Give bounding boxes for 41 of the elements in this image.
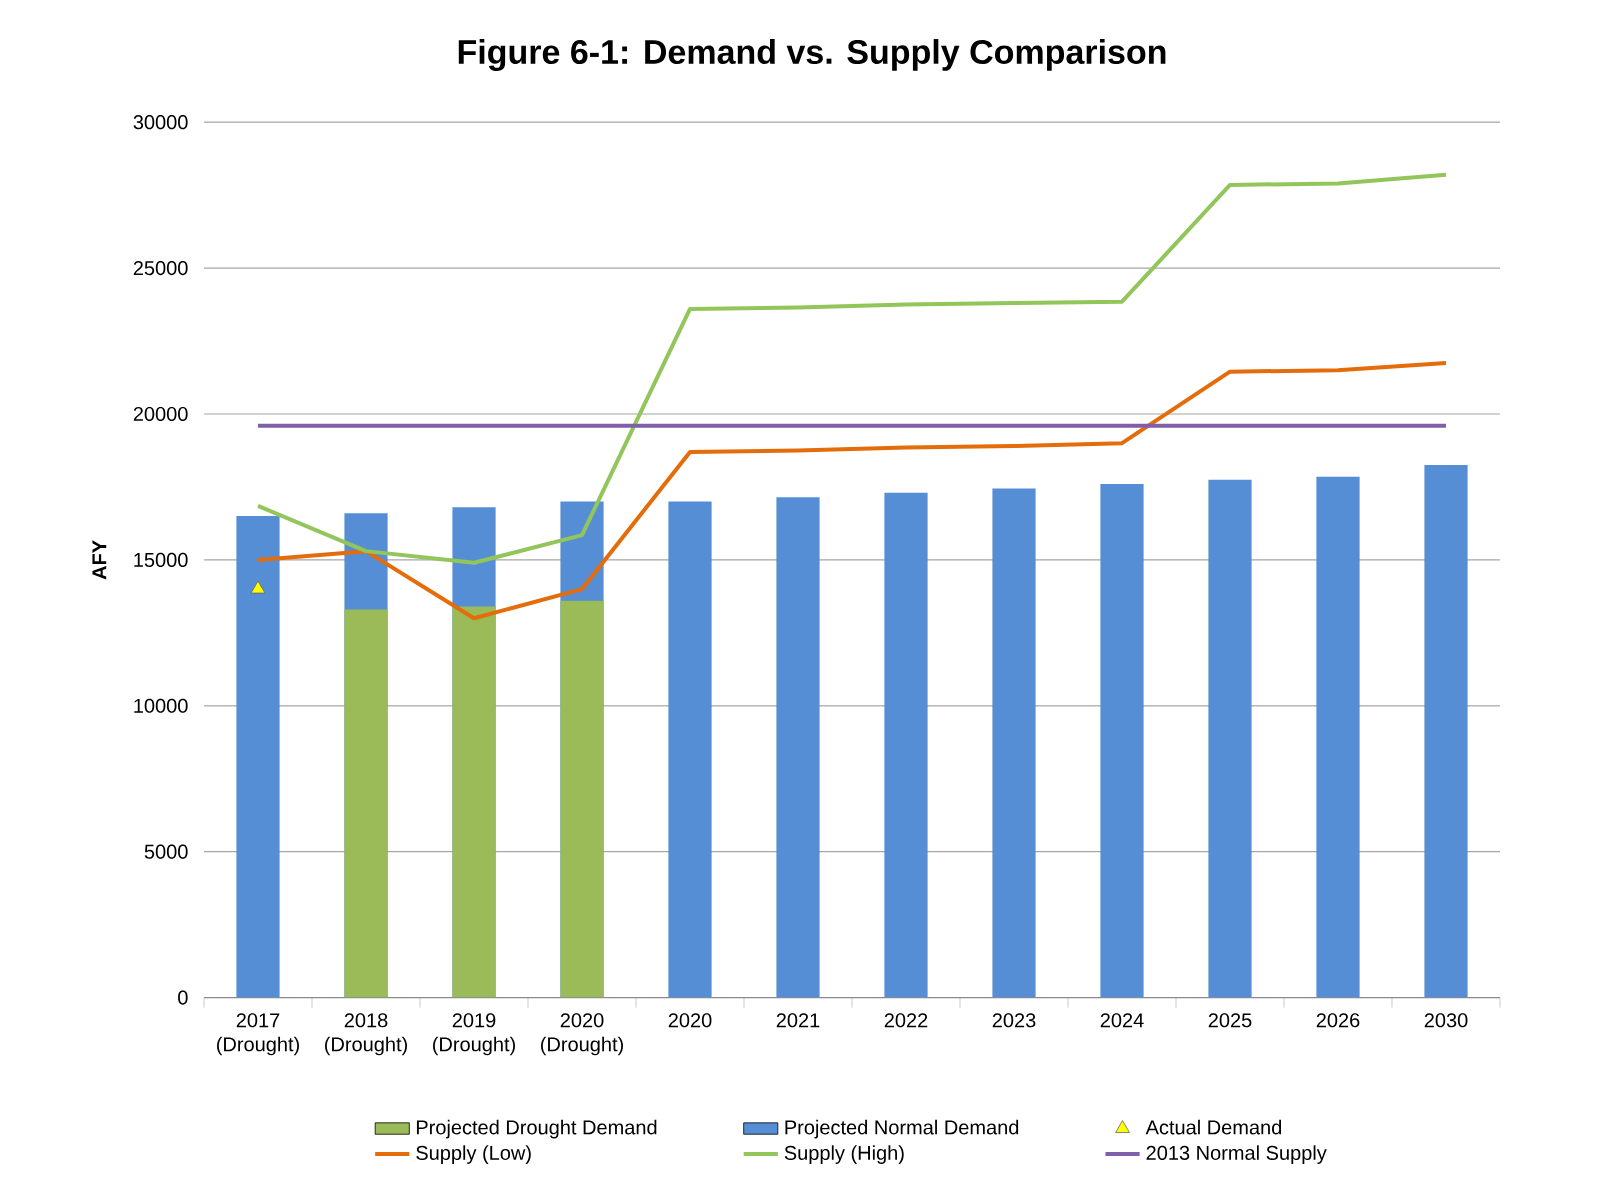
y-tick-label: 20000 xyxy=(133,406,188,422)
line-series xyxy=(256,360,1448,621)
bar xyxy=(668,501,712,998)
y-tick-label: 25000 xyxy=(133,261,188,276)
x-tick-label: 2019 (Drought) xyxy=(433,1013,515,1056)
x-tick-label: 2022 xyxy=(884,1013,928,1028)
legend-label: Supply (Low) xyxy=(416,1145,531,1164)
x-tick-label: 2018 (Drought) xyxy=(325,1013,407,1056)
legend-label: 2013 Normal Supply xyxy=(1146,1145,1327,1164)
x-tick-label: 2024 xyxy=(1100,1013,1144,1028)
bar xyxy=(452,606,496,998)
x-tick-label: 2017 (Drought) xyxy=(217,1013,299,1056)
bar xyxy=(1100,484,1144,998)
bar xyxy=(1208,479,1252,998)
y-tick-label: 15000 xyxy=(134,552,188,567)
bar xyxy=(992,488,1036,998)
x-tick-label: 2021 xyxy=(776,1013,820,1028)
x-tick-label: 2026 xyxy=(1316,1013,1360,1028)
x-tick-label: 2020 (Drought) xyxy=(541,1013,623,1056)
x-tick-label: 2020 xyxy=(668,1013,712,1028)
y-tick-label: 10000 xyxy=(134,698,188,713)
bar xyxy=(1424,465,1468,998)
legend-label: Actual Demand xyxy=(1145,1119,1282,1135)
bar xyxy=(1316,476,1360,998)
bar xyxy=(560,600,604,998)
bar xyxy=(236,516,280,998)
y-axis-title: AFY xyxy=(92,540,107,580)
legend-label: Supply (High) xyxy=(784,1145,904,1164)
x-tick-label: 2025 xyxy=(1208,1013,1252,1028)
y-tick-label: 5000 xyxy=(144,844,188,859)
bar xyxy=(344,609,388,998)
y-tick-label: 0 xyxy=(178,990,188,1005)
bar xyxy=(776,497,820,998)
legend-label: Projected Normal Demand xyxy=(785,1119,1019,1139)
line-series xyxy=(256,172,1448,565)
bar xyxy=(884,492,928,998)
x-tick-label: 2030 xyxy=(1424,1013,1468,1028)
chart-title: Figure 6-1: Demand vs. Supply Comparison xyxy=(458,39,1166,71)
legend-label: Projected Drought Demand xyxy=(416,1119,657,1139)
y-tick-label: 30000 xyxy=(133,115,188,130)
x-tick-label: 2023 xyxy=(992,1013,1036,1028)
